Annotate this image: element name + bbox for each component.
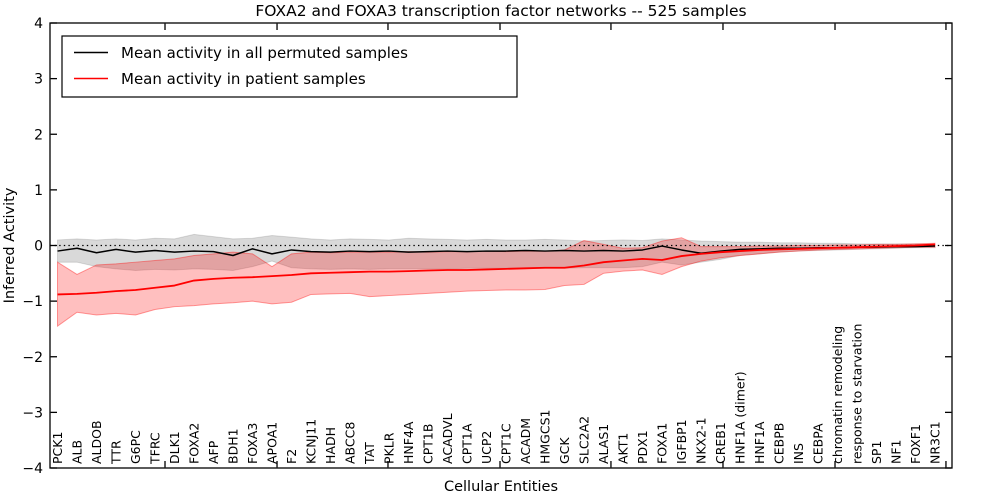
entity-label: ALB [70,440,85,464]
entity-label: SLC2A2 [577,416,592,464]
entity-label: NKX2-1 [694,417,709,464]
entity-label: response to starvation [850,324,865,465]
entity-label: TAT [362,442,377,465]
entity-label: AKT1 [616,433,631,464]
entity-label: TFRC [148,432,163,465]
y-tick-label: 1 [34,183,43,199]
legend: Mean activity in all permuted samples Me… [61,35,518,98]
y-tick-label: −2 [22,350,43,366]
tick-layer: 4 3 2 1 0 −1 −2 −3 −4 PCK1 ALB ALDOB TTR G6PC TFRC DLK1… [22,16,952,477]
entity-label: ACADVL [440,413,455,464]
entity-label: ALDOB [89,420,104,464]
y-tick-label: −1 [22,294,43,310]
plot-area [50,233,952,328]
entity-label: CREB1 [713,422,728,464]
y-tick-label: 4 [34,16,43,32]
entity-label: DLK1 [167,431,182,464]
entity-label: KCNJ11 [304,419,319,464]
entity-label: ACADM [518,418,533,464]
entity-label: BDH1 [226,428,241,464]
entity-label: CPT1A [460,423,475,464]
y-tick-label: −4 [22,461,43,477]
mean-line-patient [57,243,936,296]
y-tick-label: 3 [34,72,43,88]
entity-label: PDX1 [635,430,650,464]
y-axis-label: Inferred Activity [2,187,18,303]
entity-label: APOA1 [265,422,280,464]
entity-label: TTR [109,440,124,465]
legend-label-permuted: Mean activity in all permuted samples [121,44,408,62]
entity-label: PCK1 [50,432,65,464]
legend-box [61,35,518,98]
chart-title: FOXA2 and FOXA3 transcription factor net… [255,2,746,20]
entity-label: FOXA1 [655,423,670,464]
entity-label: ABCC8 [343,422,358,464]
entity-label: HNF4A [401,421,416,464]
entity-label: FOXF1 [908,424,923,464]
axes-spines [49,22,953,469]
entity-label: HNF1A [752,421,767,464]
entity-label: CEBPB [772,423,787,464]
entity-label: FOXA3 [245,423,260,464]
entity-label: SP1 [869,441,884,464]
entity-label: FOXA2 [187,423,202,464]
entity-label: IGFBP1 [674,419,689,464]
confidence-band-permuted [57,233,936,272]
y-tick-label: 2 [34,127,43,143]
entity-label: CPT1B [421,424,436,464]
entity-label: AFP [206,440,221,464]
entity-label: GCK [557,437,572,464]
x-axis-label: Cellular Entities [444,479,558,495]
y-tick-label: 0 [34,239,43,255]
entity-label: NR3C1 [928,421,943,464]
entity-label: INS [791,443,806,464]
y-tick-label: −3 [22,405,43,421]
entity-label: ALAS1 [596,424,611,464]
entity-label: HNF1A (dimer) [733,371,748,464]
entity-label: G6PC [128,430,143,464]
entity-label: NF1 [889,440,904,465]
entity-label: UCP2 [479,431,494,464]
entity-label: CEBPA [811,423,826,464]
entity-label: CPT1C [499,423,514,464]
legend-label-patient: Mean activity in patient samples [121,70,366,88]
entity-label: chromatin remodeling [830,326,845,464]
confidence-band-patient [57,237,936,328]
entity-label: HMGCS1 [538,410,553,465]
entity-label: HADH [323,427,338,464]
entity-label: PKLR [382,432,397,464]
entity-label: F2 [284,449,299,464]
